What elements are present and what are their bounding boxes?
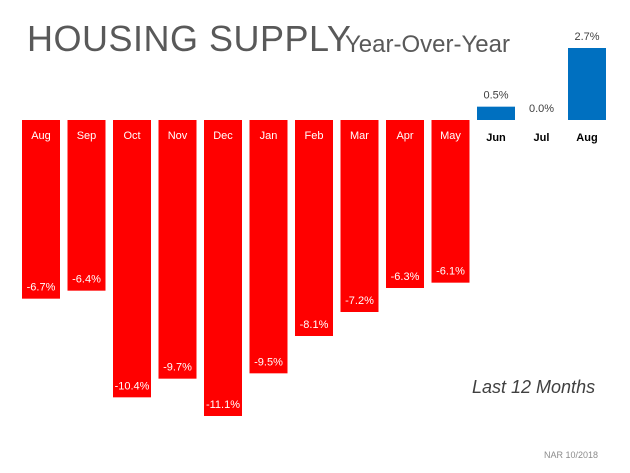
category-label: Aug [576,132,597,144]
value-label: 0.5% [483,90,508,102]
bar [477,106,515,120]
value-label: -8.1% [300,319,329,331]
value-label: -7.2% [345,295,374,307]
bar [22,120,60,299]
value-label: -10.4% [115,380,150,392]
value-label: -11.1% [206,399,240,411]
category-label: Aug [31,130,51,142]
bar [295,120,333,336]
category-label: Nov [168,130,188,142]
category-label: Jun [486,132,506,144]
value-label: 0.0% [529,103,554,115]
category-label: Sep [77,130,97,142]
bar [386,120,424,288]
bar [340,120,379,312]
bar [113,120,151,398]
category-label: Apr [396,130,413,142]
category-label: Jan [260,130,278,142]
source-note: NAR 10/2018 [544,450,599,460]
value-label: -6.3% [391,271,420,283]
category-label: Oct [123,130,140,142]
bar [158,120,197,379]
value-label: -6.7% [27,282,56,294]
value-label: -9.7% [163,362,192,374]
bar [568,48,606,120]
bar [431,120,470,283]
bar [67,120,106,291]
category-label: Mar [350,130,369,142]
value-label: -6.4% [72,274,101,286]
value-label: -9.5% [254,356,283,368]
bar [249,120,288,374]
chart-title: HOUSING SUPPLY [27,18,352,59]
category-label: Jul [534,132,550,144]
value-label: 2.7% [574,31,599,43]
category-label: Dec [213,130,233,142]
bar [204,120,242,416]
value-label: -6.1% [436,266,465,278]
category-label: Feb [305,130,324,142]
period-note: Last 12 Months [472,377,596,397]
category-label: May [440,130,461,142]
chart-subtitle: Year-Over-Year [345,31,510,58]
